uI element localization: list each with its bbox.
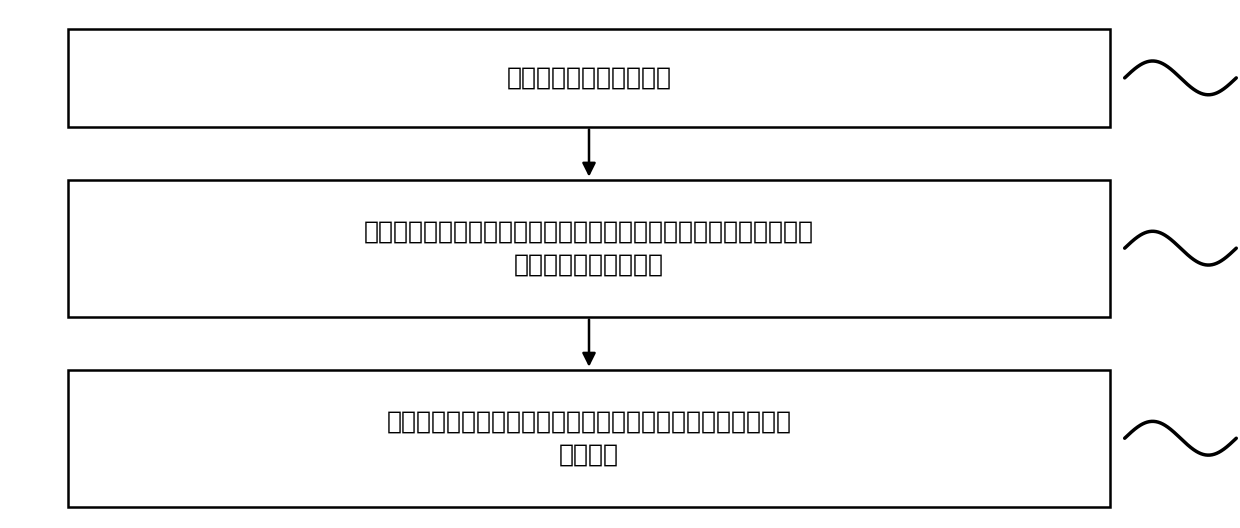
Text: 根据操作信息生成对应的控制指令，该控制指令用于指示将车载终端
的屏幕设置为目标状态: 根据操作信息生成对应的控制指令，该控制指令用于指示将车载终端 的屏幕设置为目标状… bbox=[365, 220, 813, 277]
Text: 根据控制指令控制屏幕的运动机构驱动屏幕从当前状态运动至
目标状态: 根据控制指令控制屏幕的运动机构驱动屏幕从当前状态运动至 目标状态 bbox=[387, 410, 791, 467]
Bar bbox=[68, 180, 1110, 317]
Text: 接收用户输入的操作信息: 接收用户输入的操作信息 bbox=[506, 66, 672, 90]
Bar bbox=[68, 29, 1110, 127]
Bar bbox=[68, 370, 1110, 507]
